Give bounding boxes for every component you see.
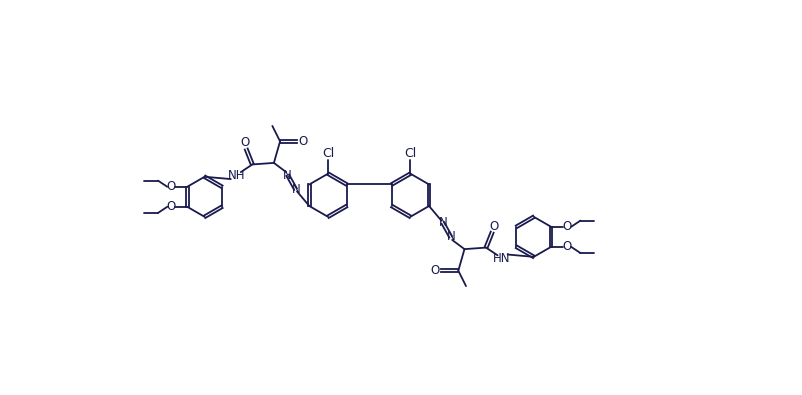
Text: N: N [282,169,291,182]
Text: O: O [488,220,498,233]
Text: Cl: Cl [322,147,334,160]
Text: O: O [562,240,571,253]
Text: O: O [166,200,176,213]
Text: O: O [240,136,249,149]
Text: O: O [298,135,307,148]
Text: O: O [166,180,176,193]
Text: O: O [562,220,571,233]
Text: N: N [447,230,456,243]
Text: NH: NH [228,169,245,182]
Text: N: N [439,216,448,229]
Text: O: O [430,264,439,277]
Text: N: N [291,182,300,196]
Text: Cl: Cl [403,147,416,160]
Text: HN: HN [492,252,509,265]
